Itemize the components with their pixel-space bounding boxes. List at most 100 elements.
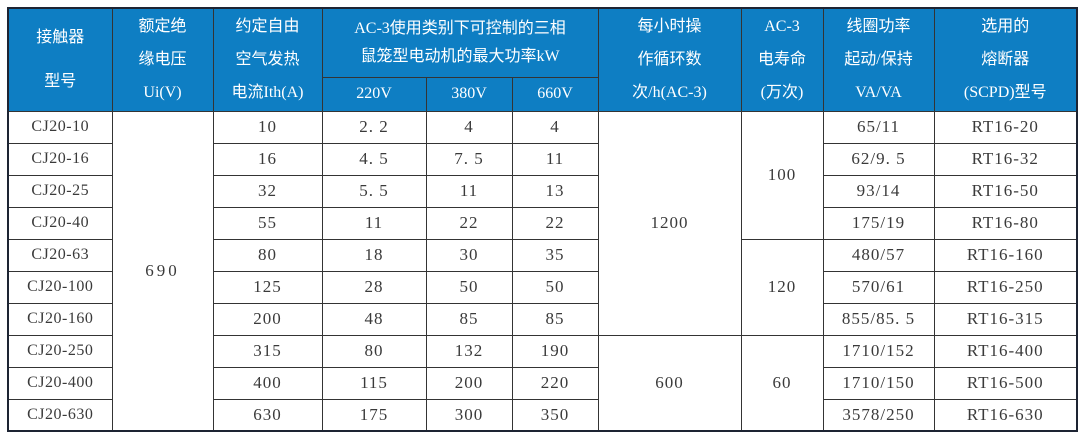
cell-kw-220v: 4. 5 bbox=[321, 142, 427, 176]
header-line: 电寿命 bbox=[757, 51, 806, 69]
cell-model: CJ20-100 bbox=[7, 270, 113, 304]
cell-thermal-current: 16 bbox=[212, 142, 323, 176]
cell-kw-380v: 85 bbox=[425, 302, 513, 336]
cell-kw-220v: 2. 2 bbox=[321, 110, 427, 144]
table-row: CJ20-100 125 28 50 50 570/61 RT16-250 bbox=[7, 270, 1078, 304]
cell-coil-va: 480/57 bbox=[822, 238, 935, 272]
cell-kw-220v: 115 bbox=[321, 366, 427, 400]
col-header-cycles-per-hour: 每小时操 作循环数 次/h(AC-3) bbox=[597, 7, 742, 112]
col-header-thermal-current: 约定自由 空气发热 电流Ith(A) bbox=[212, 7, 323, 112]
cell-kw-660v: 13 bbox=[511, 174, 599, 208]
cell-coil-va: 855/85. 5 bbox=[822, 302, 935, 336]
header-line: 熔断器 bbox=[981, 51, 1030, 69]
col-header-model: 接触器 型号 bbox=[7, 7, 113, 112]
cell-fuse: RT16-50 bbox=[933, 174, 1078, 208]
cell-kw-220v: 18 bbox=[321, 238, 427, 272]
cell-model: CJ20-630 bbox=[7, 398, 113, 432]
cell-thermal-current: 55 bbox=[212, 206, 323, 240]
cell-model: CJ20-40 bbox=[7, 206, 113, 240]
header-line: 空气发热 bbox=[235, 51, 300, 69]
header-line: 线圈功率 bbox=[846, 18, 911, 36]
cell-kw-220v: 5. 5 bbox=[321, 174, 427, 208]
table-row: CJ20-250 315 80 132 190 600 60 1710/152 RT16-400 bbox=[7, 334, 1078, 432]
cell-thermal-current: 200 bbox=[212, 302, 323, 336]
header-line: 缘电压 bbox=[138, 51, 187, 69]
col-header-380v: 380V bbox=[425, 76, 513, 112]
header-line: (万次) bbox=[760, 84, 804, 102]
cell-kw-220v: 48 bbox=[321, 302, 427, 336]
cell-kw-660v: 4 bbox=[511, 110, 599, 144]
header-line: AC-3 bbox=[764, 18, 800, 36]
cell-kw-660v: 11 bbox=[511, 142, 599, 176]
cell-kw-660v: 35 bbox=[511, 238, 599, 272]
col-header-electrical-life: AC-3 电寿命 (万次) bbox=[740, 7, 824, 112]
cell-kw-380v: 4 bbox=[425, 110, 513, 144]
table-body: CJ20-10 690 10 2. 2 4 4 1200 100 65/11 RT16-20 CJ2… bbox=[7, 110, 1078, 432]
col-header-220v: 220V bbox=[321, 76, 427, 112]
header-line: 次/h(AC-3) bbox=[632, 84, 707, 102]
table-row: CJ20-40 55 11 22 22 175/19 RT16-80 bbox=[7, 206, 1078, 240]
cell-kw-660v: 350 bbox=[511, 398, 599, 432]
cell-coil-va: 1710/152 bbox=[822, 334, 935, 368]
cell-insulation-voltage: 690 bbox=[111, 110, 214, 432]
cell-cycles-per-hour: 1200 bbox=[597, 110, 742, 336]
cell-model: CJ20-400 bbox=[7, 366, 113, 400]
table-row: CJ20-400 400 115 200 220 1710/150 RT16-500 bbox=[7, 366, 1078, 400]
header-line: AC-3使用类别下可控制的三相 bbox=[354, 19, 566, 37]
cell-coil-va: 93/14 bbox=[822, 174, 935, 208]
cell-coil-va: 175/19 bbox=[822, 206, 935, 240]
cell-fuse: RT16-160 bbox=[933, 238, 1078, 272]
cell-kw-380v: 11 bbox=[425, 174, 513, 208]
header-line: 型号 bbox=[44, 72, 77, 90]
col-header-660v: 660V bbox=[511, 76, 599, 112]
cell-kw-220v: 11 bbox=[321, 206, 427, 240]
cell-coil-va: 1710/150 bbox=[822, 366, 935, 400]
cell-thermal-current: 32 bbox=[212, 174, 323, 208]
header-line: (SCPD)型号 bbox=[963, 84, 1047, 102]
header-line: 鼠笼型电动机的最大功率kW bbox=[360, 47, 560, 65]
header-line: 接触器 bbox=[36, 28, 85, 46]
cell-kw-660v: 22 bbox=[511, 206, 599, 240]
cell-fuse: RT16-32 bbox=[933, 142, 1078, 176]
col-header-coil-power: 线圈功率 起动/保持 VA/VA bbox=[822, 7, 935, 112]
cell-thermal-current: 80 bbox=[212, 238, 323, 272]
header-line: 选用的 bbox=[981, 18, 1030, 36]
header-row-voltages: 220V 380V 660V bbox=[8, 76, 1077, 112]
cell-kw-660v: 85 bbox=[511, 302, 599, 336]
cell-kw-220v: 175 bbox=[321, 398, 427, 432]
cell-fuse: RT16-400 bbox=[933, 334, 1078, 368]
cell-model: CJ20-63 bbox=[7, 238, 113, 272]
header-line: 每小时操 bbox=[637, 18, 702, 36]
cell-kw-220v: 28 bbox=[321, 270, 427, 304]
col-header-fuse: 选用的 熔断器 (SCPD)型号 bbox=[933, 7, 1078, 112]
cell-fuse: RT16-20 bbox=[933, 110, 1078, 144]
cell-thermal-current: 630 bbox=[212, 398, 323, 432]
header-line: 额定绝 bbox=[138, 18, 187, 36]
table-row: CJ20-10 690 10 2. 2 4 4 1200 100 65/11 RT16-20 bbox=[7, 110, 1078, 432]
table-row: CJ20-630 630 175 300 350 3578/250 RT16-630 bbox=[7, 398, 1078, 432]
header-line: 电流Ith(A) bbox=[231, 84, 304, 102]
cell-kw-660v: 190 bbox=[511, 334, 599, 368]
cell-thermal-current: 315 bbox=[212, 334, 323, 368]
cell-coil-va: 62/9. 5 bbox=[822, 142, 935, 176]
table-row: CJ20-25 32 5. 5 11 13 93/14 RT16-50 bbox=[7, 174, 1078, 208]
header-line: VA/VA bbox=[855, 84, 902, 102]
header-line: 约定自由 bbox=[235, 18, 300, 36]
cell-model: CJ20-160 bbox=[7, 302, 113, 336]
col-header-ac3-power: AC-3使用类别下可控制的三相 鼠笼型电动机的最大功率kW bbox=[321, 7, 599, 78]
col-header-insulation-voltage: 额定绝 缘电压 Ui(V) bbox=[111, 7, 214, 112]
cell-kw-660v: 220 bbox=[511, 366, 599, 400]
header-line: Ui(V) bbox=[143, 84, 182, 102]
header-row-main: 接触器 型号 额定绝 缘电压 Ui(V) 约定自由 空气发热 电流Ith(A) … bbox=[7, 7, 1078, 112]
cell-electrical-life: 100 bbox=[740, 110, 824, 240]
cell-coil-va: 65/11 bbox=[822, 110, 935, 144]
cell-electrical-life: 60 bbox=[740, 334, 824, 432]
cell-kw-380v: 200 bbox=[425, 366, 513, 400]
contactor-spec-table: 接触器 型号 额定绝 缘电压 Ui(V) 约定自由 空气发热 电流Ith(A) … bbox=[7, 7, 1078, 432]
cell-kw-380v: 7. 5 bbox=[425, 142, 513, 176]
table-header: 接触器 型号 额定绝 缘电压 Ui(V) 约定自由 空气发热 电流Ith(A) … bbox=[7, 7, 1078, 112]
cell-fuse: RT16-315 bbox=[933, 302, 1078, 336]
cell-kw-380v: 300 bbox=[425, 398, 513, 432]
cell-model: CJ20-10 bbox=[7, 110, 113, 144]
